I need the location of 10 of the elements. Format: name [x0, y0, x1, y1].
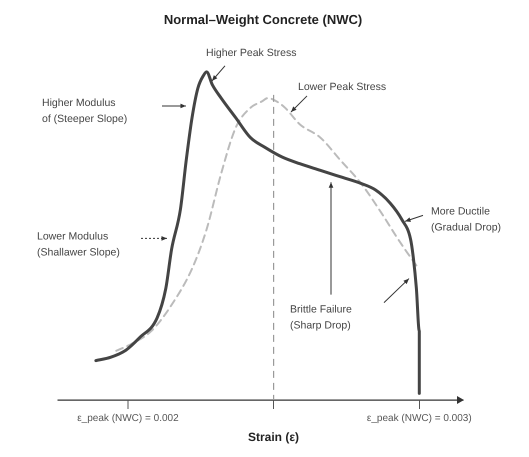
- annotation: More Ductile (Gradual Drop): [431, 205, 502, 234]
- annotation: Lower Modulus (Shallawer Slope): [37, 230, 120, 258]
- x-tick-label: ε_peak (NWC) = 0.003): [366, 412, 472, 424]
- x-tick-label: ε_peak (NWC) = 0.002: [77, 412, 180, 424]
- annotation: Higher Modulus of (Steeper Slope): [42, 96, 128, 125]
- annotation: Brittle Failure (Sharp Drop): [290, 304, 352, 332]
- text: Higher Peak Stress: [206, 46, 296, 59]
- x-axis-title: Strain (ε): [248, 430, 300, 444]
- chart-title: Normal–Weight Concrete (NWC): [164, 12, 362, 27]
- annotation: Lower Peak Stress: [298, 80, 386, 93]
